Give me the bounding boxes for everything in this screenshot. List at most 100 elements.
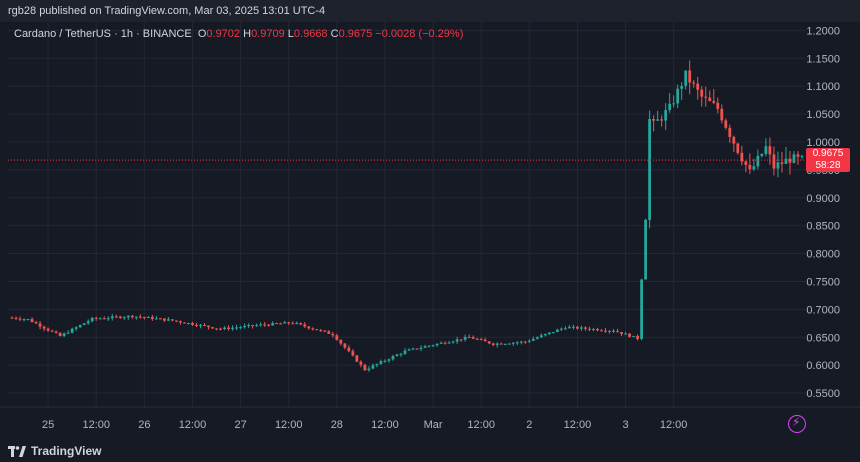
candle-body	[700, 89, 704, 97]
candle-body	[732, 136, 736, 144]
candle-body	[110, 316, 114, 319]
y-tick-label: 1.1500	[806, 53, 840, 65]
candle-body	[70, 328, 74, 333]
candle-body	[676, 88, 680, 104]
candle-body	[14, 317, 18, 319]
candle-body	[435, 343, 439, 346]
symbol-name: Cardano / TetherUS · 1h · BINANCE	[14, 28, 192, 40]
candle-body	[551, 332, 555, 334]
candle-body	[720, 108, 724, 121]
candle-body	[307, 326, 311, 329]
candle-body	[42, 326, 46, 329]
candle-body	[82, 323, 86, 325]
candle-body	[535, 337, 539, 339]
candle-body	[335, 335, 339, 340]
candle-body	[30, 319, 34, 323]
open-label: O	[197, 28, 207, 40]
candle-body	[38, 323, 42, 327]
open-value: 0.9702	[206, 28, 241, 40]
candlestick-chart[interactable]: 1.20001.15001.10001.05001.00000.95000.90…	[0, 22, 860, 440]
brand: TradingView	[8, 444, 101, 458]
candle-body	[427, 345, 431, 347]
x-tick-label: 12:00	[564, 419, 592, 431]
candle-body	[126, 315, 130, 318]
candle-body	[696, 83, 700, 90]
symbol-legend: Cardano / TetherUS · 1h · BINANCE O0.970…	[14, 28, 463, 40]
candle-body	[563, 328, 567, 330]
candle-body	[323, 330, 327, 332]
candle-body	[142, 317, 146, 319]
candle-body	[235, 327, 238, 329]
close-value: 0.9675	[338, 28, 373, 40]
candle-body	[255, 325, 259, 327]
candle-body	[219, 328, 222, 330]
candle-body	[243, 325, 246, 328]
candle-body	[347, 347, 351, 352]
candle-body	[311, 328, 315, 330]
candle-body	[102, 318, 106, 320]
candle-body	[146, 316, 150, 318]
candle-body	[227, 327, 230, 329]
candle-body	[495, 343, 499, 345]
candle-body	[672, 103, 676, 105]
candle-body	[431, 345, 435, 347]
candle-body	[399, 353, 403, 355]
candle-body	[367, 368, 371, 371]
lightning-icon[interactable]: ⚡︎	[788, 415, 806, 433]
change-value: −0.0028 (−0.29%)	[375, 28, 464, 40]
candle-body	[166, 319, 170, 321]
candle-body	[150, 316, 154, 320]
x-tick-label: 12:00	[660, 419, 688, 431]
candle-body	[604, 330, 607, 332]
candle-body	[648, 119, 652, 220]
candle-body	[592, 328, 595, 330]
candle-body	[279, 323, 283, 325]
candle-body	[419, 347, 423, 349]
candle-body	[50, 330, 54, 332]
candle-body	[407, 349, 411, 351]
candle-body	[503, 343, 507, 345]
x-tick-label: 25	[42, 419, 54, 431]
candle-body	[259, 324, 263, 326]
x-tick-label: 12:00	[371, 419, 399, 431]
candle-body	[744, 161, 748, 165]
candle-body	[18, 318, 22, 320]
candle-body	[379, 361, 383, 364]
candle-body	[58, 332, 62, 337]
candle-body	[451, 341, 455, 343]
candle-body	[467, 336, 471, 338]
candle-body	[94, 317, 98, 319]
candle-body	[519, 341, 523, 343]
candle-body	[203, 324, 206, 326]
x-tick-label: 12:00	[82, 419, 110, 431]
candle-body	[319, 330, 323, 332]
chart-area[interactable]: 1.20001.15001.10001.05001.00000.95000.90…	[0, 22, 860, 440]
current-price-label: 0.9675	[812, 148, 844, 160]
candle-body	[708, 97, 712, 102]
candle-body	[66, 332, 70, 334]
x-tick-label: 28	[331, 419, 343, 431]
candle-body	[692, 82, 696, 84]
candle-body	[447, 342, 451, 344]
high-value: 0.9709	[251, 28, 285, 40]
candle-body	[26, 319, 30, 321]
candle-body	[463, 336, 467, 340]
candle-body	[359, 361, 363, 365]
candle-body	[716, 102, 720, 109]
y-tick-label: 0.5500	[806, 388, 840, 400]
candle-body	[363, 364, 367, 371]
candle-body	[78, 324, 82, 328]
candle-body	[22, 319, 26, 321]
x-tick-label: 12:00	[275, 419, 303, 431]
candle-body	[471, 337, 475, 339]
tradingview-logo-icon	[8, 445, 26, 457]
candle-body	[195, 324, 198, 326]
candle-body	[776, 162, 780, 169]
candle-body	[134, 316, 138, 318]
candle-body	[523, 341, 527, 343]
candle-body	[331, 333, 335, 336]
candle-body	[547, 332, 551, 334]
candle-body	[704, 96, 708, 98]
candle-body	[632, 335, 635, 337]
candle-body	[756, 155, 760, 167]
